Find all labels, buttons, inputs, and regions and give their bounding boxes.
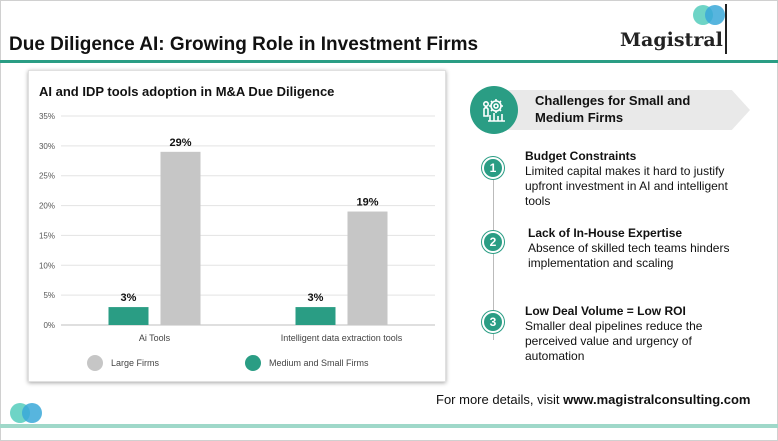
- bar: [347, 211, 388, 325]
- challenge-title: Low Deal Volume = Low ROI: [525, 304, 686, 318]
- y-tick-label: 20%: [39, 202, 55, 211]
- challenge-item-expertise: Lack of In-House Expertise Absence of sk…: [528, 226, 748, 271]
- bottom-logo-circles-icon: [10, 403, 42, 423]
- challenge-item-budget: Budget Constraints Limited capital makes…: [525, 149, 745, 209]
- y-tick-label: 10%: [39, 261, 55, 270]
- data-label: 3%: [121, 292, 137, 304]
- header-rule: [0, 60, 778, 63]
- y-tick-label: 0%: [43, 321, 55, 330]
- data-label: 3%: [308, 292, 324, 304]
- logo-divider: [725, 4, 727, 54]
- gears-chart-icon: [483, 99, 505, 122]
- logo-circles-icon: [693, 5, 725, 25]
- footer-bar: [0, 424, 778, 428]
- challenge-title: Lack of In-House Expertise: [528, 226, 683, 240]
- footer-note: For more details, visit www.magistralcon…: [436, 392, 750, 407]
- challenges-icon-circle: [470, 86, 518, 134]
- bar-chart: 0% 5% 10% 15% 20% 25% 30% 35% 3% 29% Ai Tools 3% 19%…: [39, 112, 435, 371]
- website-link[interactable]: www.magistralconsulting.com: [563, 392, 751, 407]
- x-tick-label: Intelligent data extraction tools: [281, 333, 403, 343]
- legend-label: Large Firms: [111, 358, 160, 368]
- step-number-3: 3: [482, 311, 504, 333]
- challenge-item-roi: Low Deal Volume = Low ROI Smaller deal p…: [525, 304, 745, 364]
- y-tick-label: 35%: [39, 112, 55, 121]
- y-tick-label: 15%: [39, 231, 55, 240]
- legend-swatch: [87, 355, 103, 371]
- bar: [108, 307, 149, 325]
- data-label: 29%: [169, 137, 191, 149]
- bar: [160, 151, 201, 325]
- legend-swatch: [245, 355, 261, 371]
- step-number-2: 2: [482, 231, 504, 253]
- bar: [295, 307, 336, 325]
- challenge-text: Absence of skilled tech teams hinders im…: [528, 241, 730, 270]
- logo-text: Magistral: [620, 29, 723, 51]
- challenges-header: Challenges for Small and Medium Firms: [470, 86, 760, 134]
- challenge-text: Smaller deal pipelines reduce the percei…: [525, 319, 703, 363]
- challenges-heading: Challenges for Small and Medium Firms: [535, 93, 691, 125]
- x-tick-label: Ai Tools: [139, 333, 171, 343]
- footer-prefix: For more details, visit: [436, 392, 564, 407]
- challenge-title: Budget Constraints: [525, 149, 637, 163]
- step-number-1: 1: [482, 157, 504, 179]
- chart-card: AI and IDP tools adoption in M&A Due Dil…: [28, 70, 446, 382]
- magistral-logo: Magistral: [612, 4, 732, 56]
- y-tick-label: 5%: [43, 291, 55, 300]
- legend-label: Medium and Small Firms: [269, 358, 369, 368]
- data-label: 19%: [356, 197, 378, 209]
- page-title: Due Diligence AI: Growing Role in Invest…: [9, 34, 479, 55]
- challenges-arrow-band: [490, 90, 750, 130]
- y-tick-label: 30%: [39, 142, 55, 151]
- challenge-text: Limited capital makes it hard to justify…: [525, 164, 728, 208]
- chart-title: AI and IDP tools adoption in M&A Due Dil…: [39, 84, 335, 99]
- y-tick-label: 25%: [39, 172, 55, 181]
